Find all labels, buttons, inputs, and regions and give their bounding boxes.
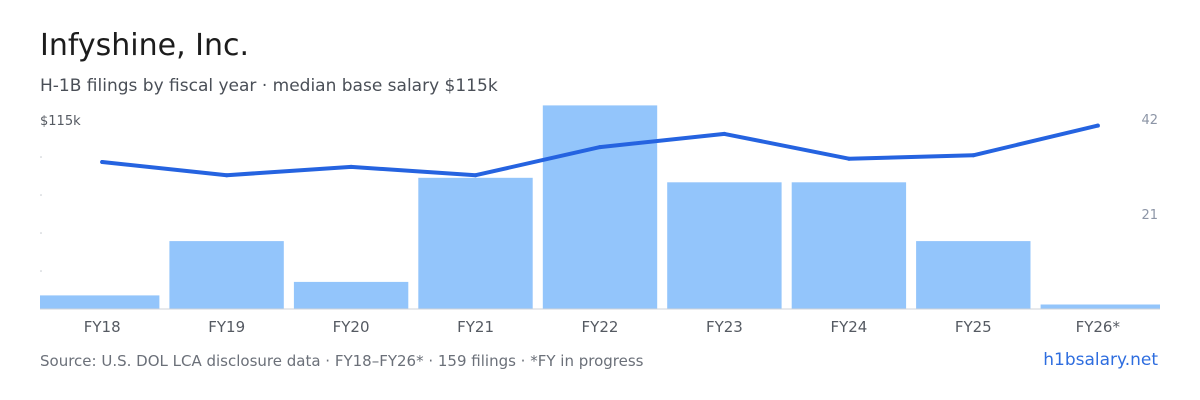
x-tick-label: FY19 [208, 318, 245, 336]
line-point [598, 145, 602, 150]
bar-fy26 [1040, 304, 1160, 309]
left-axis-tick-dot [40, 156, 42, 158]
right-y-tick-label: 42 [1141, 113, 1158, 128]
line-point [846, 156, 851, 161]
line-point [1095, 123, 1100, 128]
x-tick-label: FY25 [955, 318, 992, 336]
x-tick-label: FY20 [333, 318, 370, 336]
bar-fy21 [418, 177, 533, 309]
x-tick-label: FY18 [84, 318, 121, 336]
page-title: Infyshine, Inc. [40, 28, 250, 63]
line-point [473, 173, 478, 178]
line-layer [100, 123, 1100, 178]
left-axis-tick-dot [40, 232, 42, 234]
line-point [100, 160, 105, 164]
bar-fy23 [667, 182, 782, 309]
x-tick-label: FY26* [1076, 318, 1121, 336]
bar-fy18 [40, 295, 160, 309]
line-point [349, 164, 354, 169]
x-tick-label: FY23 [706, 318, 743, 336]
bar-fy19 [169, 241, 284, 309]
right-y-tick-label: 21 [1141, 208, 1158, 223]
left-axis-tick-dot [40, 270, 42, 272]
page-subtitle: H-1B filings by fiscal year · median bas… [40, 76, 498, 96]
x-tick-label: FY24 [830, 318, 867, 336]
bars-layer [40, 105, 1160, 310]
line-point [722, 131, 727, 136]
bar-fy20 [293, 281, 409, 309]
line-point [971, 153, 976, 158]
tick-labels-layer: $115k FY18 FY19 FY20 FY21 FY22 FY23 FY24 FY25 FY… [40, 113, 1158, 336]
site-link[interactable]: h1bsalary.net [1043, 350, 1158, 370]
source-note: Source: U.S. DOL LCA disclosure data · F… [40, 352, 644, 370]
left-axis-tick-dot [40, 194, 42, 196]
left-axis-label: $115k [40, 114, 81, 129]
x-tick-label: FY21 [457, 318, 494, 336]
bar-fy25 [916, 241, 1031, 309]
line-point [224, 173, 229, 178]
bar-fy22 [542, 105, 658, 310]
x-tick-label: FY22 [582, 318, 619, 336]
bar-fy24 [791, 182, 907, 309]
